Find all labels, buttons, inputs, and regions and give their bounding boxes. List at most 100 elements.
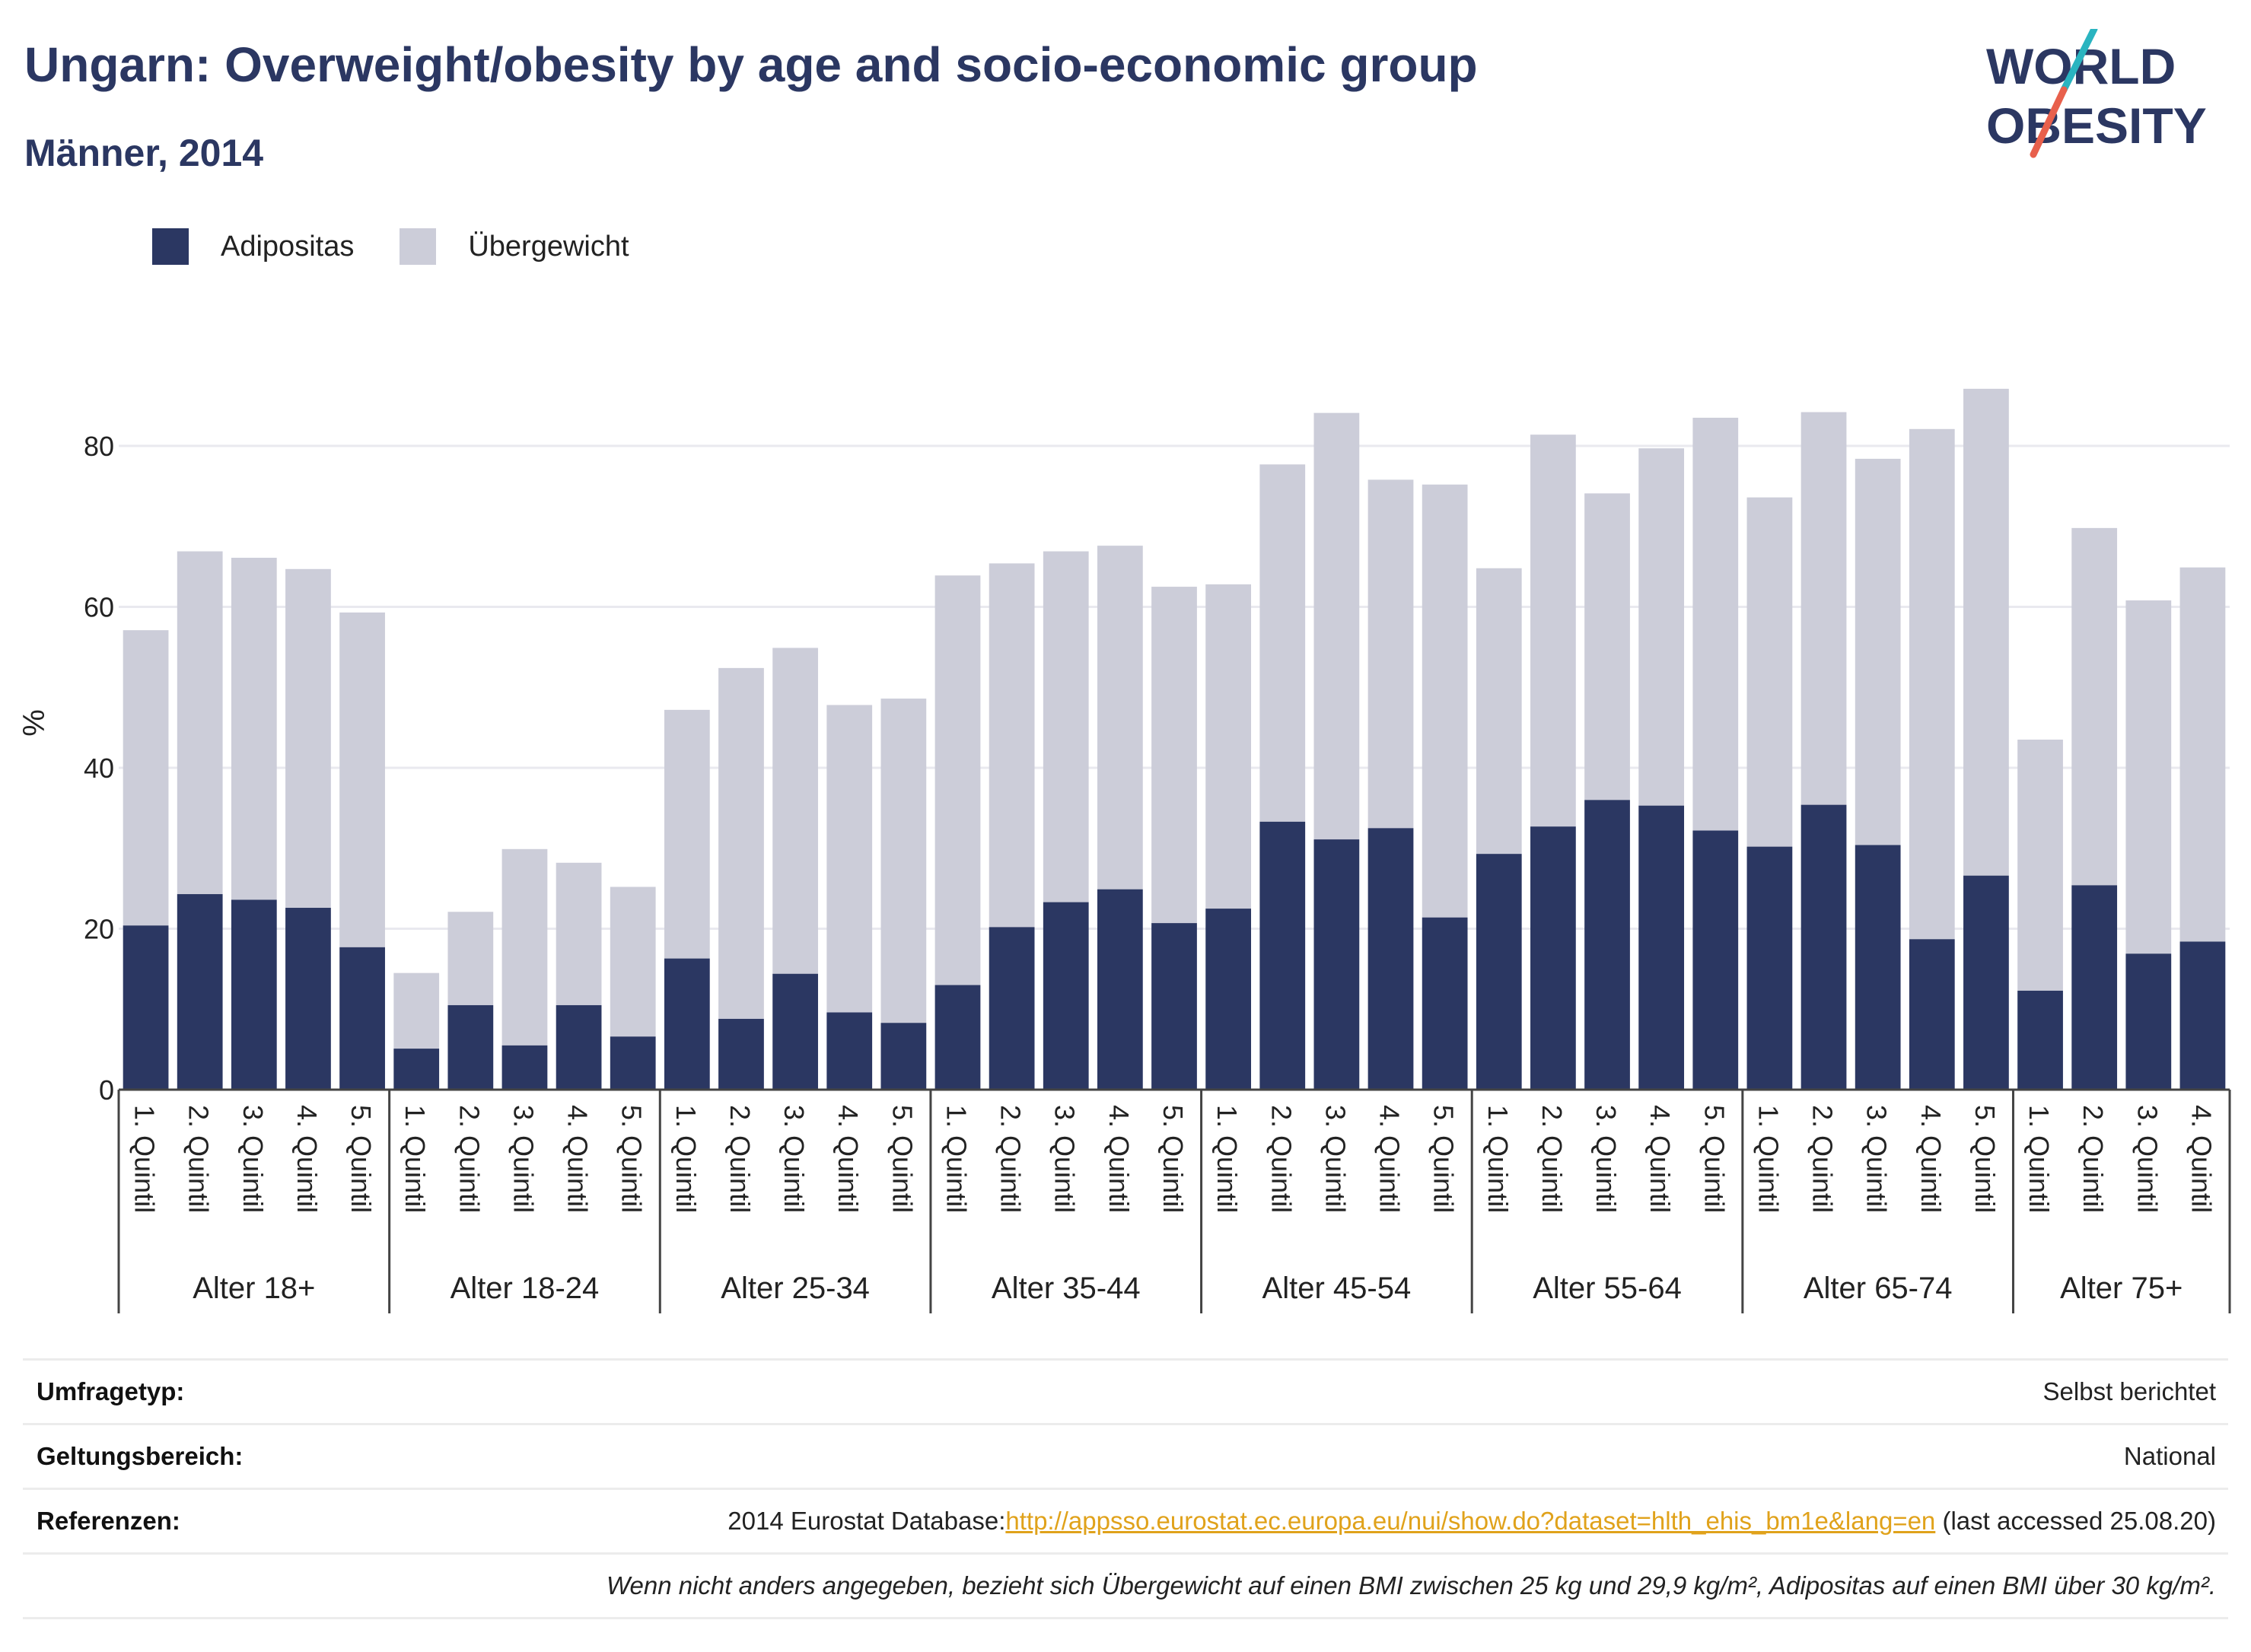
bar-uebergewicht: [1584, 493, 1630, 801]
x-tick-label: 4. Quintil: [291, 1105, 323, 1213]
legend-swatch-adipositas: [152, 228, 189, 265]
bar-uebergewicht: [1530, 434, 1576, 827]
x-tick-label: 4. Quintil: [1915, 1105, 1947, 1213]
bar-chart: 0 20 40 60 80% 1. Quintil 2. Quintil 3. Quintil…: [18, 388, 2231, 1313]
x-tick-label: 3. Quintil: [778, 1105, 810, 1213]
x-tick-label: 3. Quintil: [1590, 1105, 1622, 1213]
logo-slash-top: [2060, 29, 2098, 94]
bar-adipositas: [501, 1045, 548, 1090]
bar-adipositas: [1800, 804, 1847, 1090]
logo-slash-bottom: [2030, 86, 2068, 158]
y-tick-label: 60: [84, 592, 114, 623]
chart-legend: Adipositas Übergewicht: [152, 227, 675, 266]
bar-adipositas: [393, 1049, 440, 1090]
x-tick-label: 1. Quintil: [941, 1105, 972, 1213]
group-label: Alter 65-74: [1804, 1272, 1953, 1305]
references-link[interactable]: http://appsso.eurostat.ec.europa.eu/nui/…: [1005, 1507, 1936, 1535]
bar-uebergewicht: [1746, 497, 1793, 847]
bar-uebergewicht: [1097, 546, 1143, 890]
group-label: Alter 18-24: [451, 1272, 600, 1305]
bar-adipositas: [1422, 917, 1468, 1090]
info-table: Umfragetyp: Selbst berichtet Geltungsber…: [23, 1358, 2228, 1619]
x-tick-label: 3. Quintil: [1049, 1105, 1081, 1213]
bar-adipositas: [1097, 889, 1143, 1090]
coverage-value: National: [2123, 1442, 2216, 1470]
bar-adipositas: [231, 899, 277, 1090]
x-tick-label: 5. Quintil: [1969, 1105, 2001, 1213]
bar-uebergewicht: [285, 568, 331, 909]
bar-uebergewicht: [664, 709, 710, 959]
x-tick-label: 1. Quintil: [129, 1105, 161, 1213]
x-tick-label: 2. Quintil: [724, 1105, 756, 1213]
bar-adipositas: [1313, 839, 1360, 1090]
bar-adipositas: [934, 985, 981, 1090]
group-label: Alter 55-64: [1533, 1272, 1682, 1305]
info-row-references: Referenzen: 2014 Eurostat Database:http:…: [23, 1488, 2228, 1552]
references-value: 2014 Eurostat Database:http://appsso.eur…: [728, 1507, 2228, 1536]
bar-uebergewicht: [1259, 464, 1306, 822]
bar-uebergewicht: [1476, 568, 1522, 855]
bar-adipositas: [2017, 990, 2063, 1090]
bar-adipositas: [339, 947, 385, 1090]
y-tick-label: 0: [99, 1074, 114, 1106]
x-tick-label: 1. Quintil: [1753, 1105, 1784, 1213]
bar-uebergewicht: [339, 612, 385, 947]
x-tick-label: 4. Quintil: [1644, 1105, 1676, 1213]
bar-uebergewicht: [1800, 412, 1847, 805]
chart-subtitle: Männer, 2014: [24, 132, 264, 174]
bar-adipositas: [1855, 845, 1901, 1090]
bar-uebergewicht: [2125, 600, 2172, 954]
x-tick-label: 4. Quintil: [2186, 1105, 2217, 1213]
legend-label-uebergewicht: Übergewicht: [468, 230, 629, 263]
bar-uebergewicht: [1367, 479, 1414, 829]
bar-uebergewicht: [1855, 458, 1901, 845]
legend-item-adipositas[interactable]: Adipositas: [152, 228, 354, 265]
bar-uebergewicht: [1205, 584, 1252, 909]
x-tick-label: 1. Quintil: [400, 1105, 431, 1213]
x-tick-label: 4. Quintil: [562, 1105, 594, 1213]
bar-uebergewicht: [1043, 551, 1089, 902]
bar-uebergewicht: [718, 667, 764, 1019]
x-tick-label: 3. Quintil: [237, 1105, 269, 1213]
y-tick-label: 40: [84, 753, 114, 784]
bar-uebergewicht: [772, 648, 818, 974]
survey-type-label: Umfragetyp:: [37, 1377, 185, 1405]
bar-uebergewicht: [231, 557, 277, 900]
x-tick-label: 1. Quintil: [1482, 1105, 1514, 1213]
bar-uebergewicht: [123, 630, 169, 926]
bar-adipositas: [1909, 939, 1955, 1090]
x-tick-label: 1. Quintil: [670, 1105, 702, 1213]
bar-uebergewicht: [447, 912, 494, 1005]
world-obesity-logo: WORLD OBESITY: [1986, 29, 2207, 158]
bar-uebergewicht: [989, 563, 1035, 928]
bar-uebergewicht: [393, 972, 440, 1049]
bar-adipositas: [1638, 805, 1685, 1090]
bar-adipositas: [285, 908, 331, 1090]
group-label: Alter 35-44: [992, 1272, 1141, 1305]
logo-line2: OBESITY: [1986, 97, 2207, 154]
x-tick-label: 5. Quintil: [1428, 1105, 1460, 1213]
bar-uebergewicht: [826, 705, 873, 1013]
bar-adipositas: [718, 1018, 764, 1090]
bar-adipositas: [826, 1012, 873, 1090]
bar-uebergewicht: [880, 699, 927, 1023]
x-tick-label: 5. Quintil: [887, 1105, 918, 1213]
x-tick-label: 1. Quintil: [1211, 1105, 1243, 1213]
bar-adipositas: [447, 1004, 494, 1090]
x-tick-label: 4. Quintil: [1374, 1105, 1406, 1213]
bar-adipositas: [1530, 826, 1576, 1090]
bar-uebergewicht: [2071, 527, 2118, 886]
references-prefix: 2014 Eurostat Database:: [728, 1507, 1006, 1535]
x-tick-label: 5. Quintil: [616, 1105, 648, 1213]
bar-adipositas: [1476, 854, 1522, 1090]
bar-adipositas: [1746, 846, 1793, 1090]
bar-adipositas: [610, 1036, 656, 1090]
bar-uebergewicht: [177, 551, 223, 895]
legend-item-uebergewicht[interactable]: Übergewicht: [400, 228, 629, 265]
bar-adipositas: [1692, 830, 1739, 1090]
group-label: Alter 25-34: [721, 1272, 870, 1305]
x-tick-label: 3. Quintil: [1320, 1105, 1351, 1213]
bar-adipositas: [664, 958, 710, 1090]
x-tick-label: 2. Quintil: [2077, 1105, 2109, 1213]
x-tick-label: 2. Quintil: [454, 1105, 485, 1213]
